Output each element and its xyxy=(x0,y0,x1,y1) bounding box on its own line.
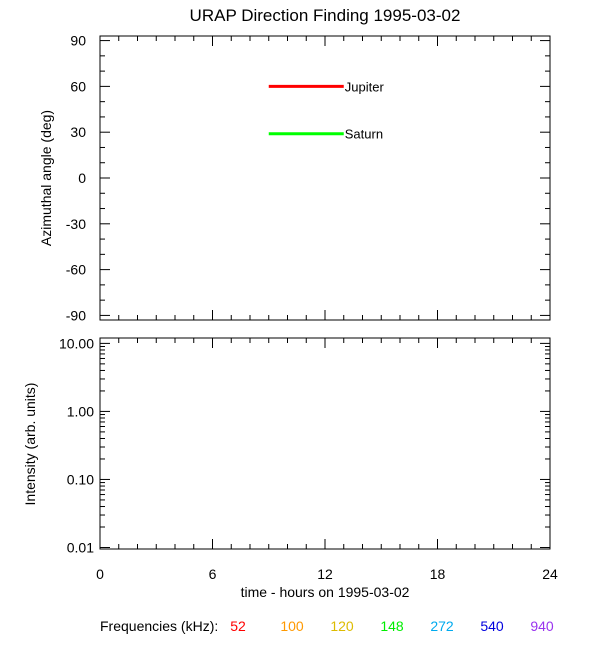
azimuth-y-axis-label: Azimuthal angle (deg) xyxy=(38,110,54,246)
x-tick-label: 12 xyxy=(317,566,333,582)
frequency-540: 540 xyxy=(480,618,504,634)
azimuth-y-tick-label: 30 xyxy=(70,124,86,140)
intensity-y-tick-label: 0.10 xyxy=(67,471,94,487)
intensity-y-tick-label: 1.00 xyxy=(67,403,94,419)
intensity-y-axis-label: Intensity (arb. units) xyxy=(22,383,38,506)
frequency-120: 120 xyxy=(330,618,354,634)
azimuth-ticks: 90 60 30 0 -30 -60 -90 xyxy=(66,33,551,323)
azimuth-y-tick-label: -90 xyxy=(66,307,86,323)
frequency-148: 148 xyxy=(380,618,404,634)
intensity-plot-frame xyxy=(99,337,551,550)
x-tick-label: 6 xyxy=(209,566,217,582)
azimuth-y-tick-label: -30 xyxy=(66,216,86,232)
azimuth-plot-frame xyxy=(99,35,551,321)
x-axis-label: time - hours on 1995-03-02 xyxy=(241,584,410,600)
azimuth-y-tick-label: 60 xyxy=(70,78,86,94)
x-tick-label: 24 xyxy=(542,566,558,582)
series-label-jupiter: Jupiter xyxy=(345,79,385,94)
frequency-52: 52 xyxy=(230,618,246,634)
intensity-ticks: 0 6 12 18 24 10.00 1.00 0.10 0.01 xyxy=(59,335,558,582)
series-label-saturn: Saturn xyxy=(345,127,383,142)
azimuth-series: Jupiter Saturn xyxy=(268,79,385,142)
intensity-panel: 0 6 12 18 24 10.00 1.00 0.10 0.01 Intensity (arb… xyxy=(22,335,558,600)
chart-title: URAP Direction Finding 1995-03-02 xyxy=(190,6,461,25)
intensity-y-tick-label: 0.01 xyxy=(67,539,94,555)
frequency-100: 100 xyxy=(280,618,304,634)
azimuth-y-tick-label: 90 xyxy=(70,33,86,49)
frequency-940: 940 xyxy=(530,618,554,634)
frequencies-label: Frequencies (kHz): xyxy=(100,618,218,634)
x-tick-label: 0 xyxy=(96,566,104,582)
intensity-y-tick-label: 10.00 xyxy=(59,335,94,351)
frequency-272: 272 xyxy=(430,618,454,634)
azimuth-y-tick-label: -60 xyxy=(66,262,86,278)
azimuth-y-tick-label: 0 xyxy=(78,170,86,186)
frequency-legend: Frequencies (kHz): 52 100 120 148 272 540 940 xyxy=(100,618,554,634)
x-tick-label: 18 xyxy=(430,566,446,582)
azimuth-panel: 90 60 30 0 -30 -60 -90 Jupiter Saturn Azimuthal… xyxy=(38,33,551,323)
